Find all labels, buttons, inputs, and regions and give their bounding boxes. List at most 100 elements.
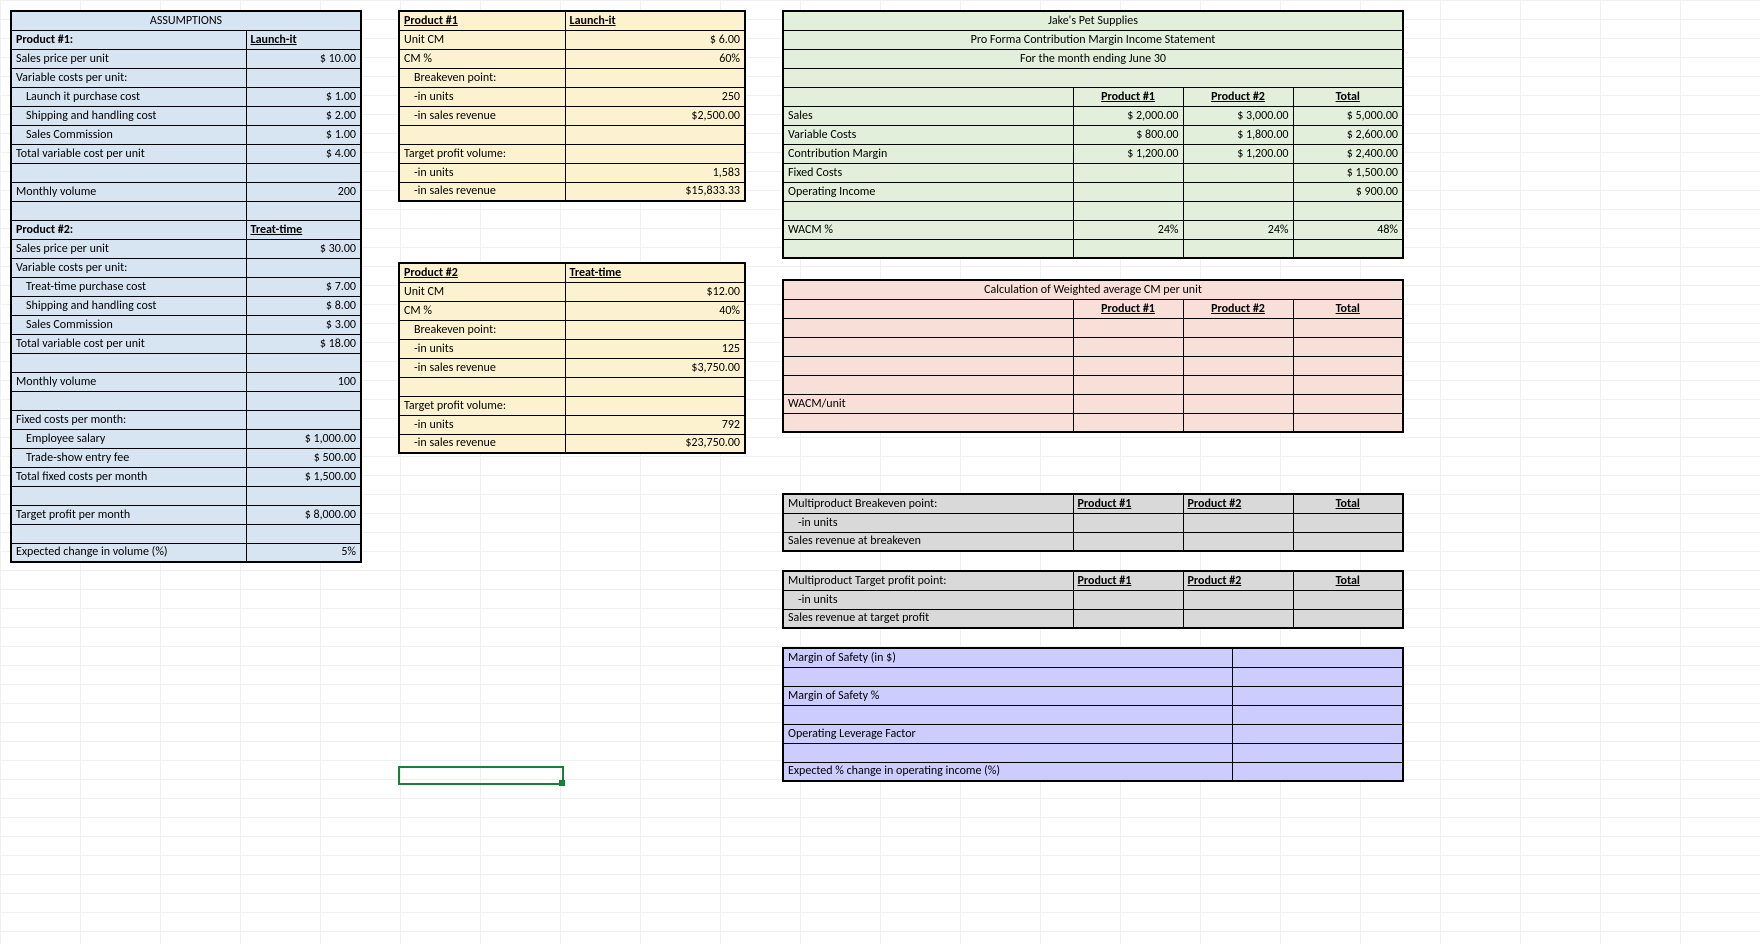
value[interactable]: $ 8.00 <box>246 296 361 315</box>
label: Margin of Safety (in $) <box>783 648 1233 667</box>
value[interactable]: $15,833.33 <box>565 182 745 201</box>
value[interactable]: 24% <box>1183 220 1293 239</box>
label: Monthly volume <box>11 182 246 201</box>
value[interactable]: $ 1,500.00 <box>246 467 361 486</box>
col-p2: Product #2 <box>1183 571 1293 590</box>
label: Unit CM <box>399 282 565 301</box>
col-p1: Product #1 <box>1073 87 1183 106</box>
label: -in sales revenue <box>399 182 565 201</box>
value[interactable]: $ 4.00 <box>246 144 361 163</box>
assumptions-title: ASSUMPTIONS <box>11 11 361 30</box>
value[interactable]: $3,750.00 <box>565 358 745 377</box>
label: Fixed Costs <box>783 163 1073 182</box>
col-p2: Product #2 <box>1183 87 1293 106</box>
value[interactable]: $ 10.00 <box>246 49 361 68</box>
label: Shipping and handling cost <box>11 106 246 125</box>
label: Shipping and handling cost <box>11 296 246 315</box>
product1-table[interactable]: Product #1Launch-it Unit CM$ 6.00 CM %60… <box>398 10 746 202</box>
col-p1: Product #1 <box>1073 299 1183 318</box>
label: Employee salary <box>11 429 246 448</box>
value[interactable]: $ 1,000.00 <box>246 429 361 448</box>
value[interactable]: 24% <box>1073 220 1183 239</box>
value[interactable]: 125 <box>565 339 745 358</box>
label: -in units <box>399 87 565 106</box>
label: Target profit volume: <box>399 396 565 415</box>
value[interactable]: 60% <box>565 49 745 68</box>
label: CM % <box>399 301 565 320</box>
value[interactable]: 40% <box>565 301 745 320</box>
label: Sales <box>783 106 1073 125</box>
value[interactable]: $ 6.00 <box>565 30 745 49</box>
label: Sales revenue at breakeven <box>783 532 1073 551</box>
value[interactable]: $ 2,000.00 <box>1073 106 1183 125</box>
value[interactable]: 1,583 <box>565 163 745 182</box>
col-products: Product #1Launch-it Unit CM$ 6.00 CM %60… <box>398 10 746 454</box>
wacm-unit-table[interactable]: Calculation of Weighted average CM per u… <box>782 279 1404 433</box>
label: Launch it purchase cost <box>11 87 246 106</box>
value[interactable]: 250 <box>565 87 745 106</box>
title3: For the month ending June 30 <box>783 49 1403 68</box>
col-p1: Product #1 <box>1073 494 1183 513</box>
p2-name: Treat-time <box>246 220 361 239</box>
label: Multiproduct Target profit point: <box>783 571 1073 590</box>
label: Treat-time purchase cost <box>11 277 246 296</box>
spreadsheet: ASSUMPTIONS Product #1:Launch-it Sales p… <box>10 10 1750 782</box>
multi-tpp-table[interactable]: Multiproduct Target profit point:Product… <box>782 570 1404 629</box>
label: -in units <box>399 163 565 182</box>
label: Contribution Margin <box>783 144 1073 163</box>
value[interactable]: $23,750.00 <box>565 434 745 453</box>
col-total: Total <box>1293 494 1403 513</box>
header: Product #2 <box>399 263 565 282</box>
label: Target profit volume: <box>399 144 565 163</box>
mos-table[interactable]: Margin of Safety (in $) Margin of Safety… <box>782 647 1404 782</box>
label: Fixed costs per month: <box>11 410 246 429</box>
label: CM % <box>399 49 565 68</box>
value[interactable]: $ 30.00 <box>246 239 361 258</box>
value[interactable]: $ 1.00 <box>246 125 361 144</box>
label: Expected change in volume (%) <box>11 543 246 562</box>
value[interactable]: $2,500.00 <box>565 106 745 125</box>
value[interactable]: $12.00 <box>565 282 745 301</box>
label: Sales Commission <box>11 315 246 334</box>
income-statement-table[interactable]: Jake's Pet Supplies Pro Forma Contributi… <box>782 10 1404 259</box>
col-statements: Jake's Pet Supplies Pro Forma Contributi… <box>782 10 1404 782</box>
value[interactable]: $ 18.00 <box>246 334 361 353</box>
header: Product #1 <box>399 11 565 30</box>
value[interactable]: $ 500.00 <box>246 448 361 467</box>
selected-cell[interactable] <box>398 766 564 785</box>
product2-table[interactable]: Product #2Treat-time Unit CM$12.00 CM %4… <box>398 262 746 454</box>
value[interactable]: $ 3,000.00 <box>1183 106 1293 125</box>
value[interactable]: $ 1,800.00 <box>1183 125 1293 144</box>
label: Unit CM <box>399 30 565 49</box>
multi-bep-table[interactable]: Multiproduct Breakeven point:Product #1P… <box>782 493 1404 552</box>
value[interactable]: $ 2.00 <box>246 106 361 125</box>
label: -in units <box>783 513 1073 532</box>
label: Sales price per unit <box>11 239 246 258</box>
label: Trade-show entry fee <box>11 448 246 467</box>
value[interactable]: $ 8,000.00 <box>246 505 361 524</box>
value[interactable]: $ 2,400.00 <box>1293 144 1403 163</box>
value[interactable]: $ 1,200.00 <box>1073 144 1183 163</box>
value[interactable]: $ 800.00 <box>1073 125 1183 144</box>
value[interactable]: $ 1,500.00 <box>1293 163 1403 182</box>
value[interactable]: $ 2,600.00 <box>1293 125 1403 144</box>
value[interactable]: 48% <box>1293 220 1403 239</box>
value[interactable]: $ 1,200.00 <box>1183 144 1293 163</box>
value[interactable]: $ 900.00 <box>1293 182 1403 201</box>
value[interactable]: $ 7.00 <box>246 277 361 296</box>
p1-name: Launch-it <box>246 30 361 49</box>
label: -in units <box>399 415 565 434</box>
value[interactable]: 792 <box>565 415 745 434</box>
label: Operating Income <box>783 182 1073 201</box>
col-p1: Product #1 <box>1073 571 1183 590</box>
value[interactable]: $ 3.00 <box>246 315 361 334</box>
value[interactable]: $ 5,000.00 <box>1293 106 1403 125</box>
value[interactable]: 200 <box>246 182 361 201</box>
label: Monthly volume <box>11 372 246 391</box>
value[interactable]: 100 <box>246 372 361 391</box>
value[interactable]: 5% <box>246 543 361 562</box>
label: -in sales revenue <box>399 358 565 377</box>
value[interactable]: $ 1.00 <box>246 87 361 106</box>
label: Sales price per unit <box>11 49 246 68</box>
assumptions-table[interactable]: ASSUMPTIONS Product #1:Launch-it Sales p… <box>10 10 362 563</box>
